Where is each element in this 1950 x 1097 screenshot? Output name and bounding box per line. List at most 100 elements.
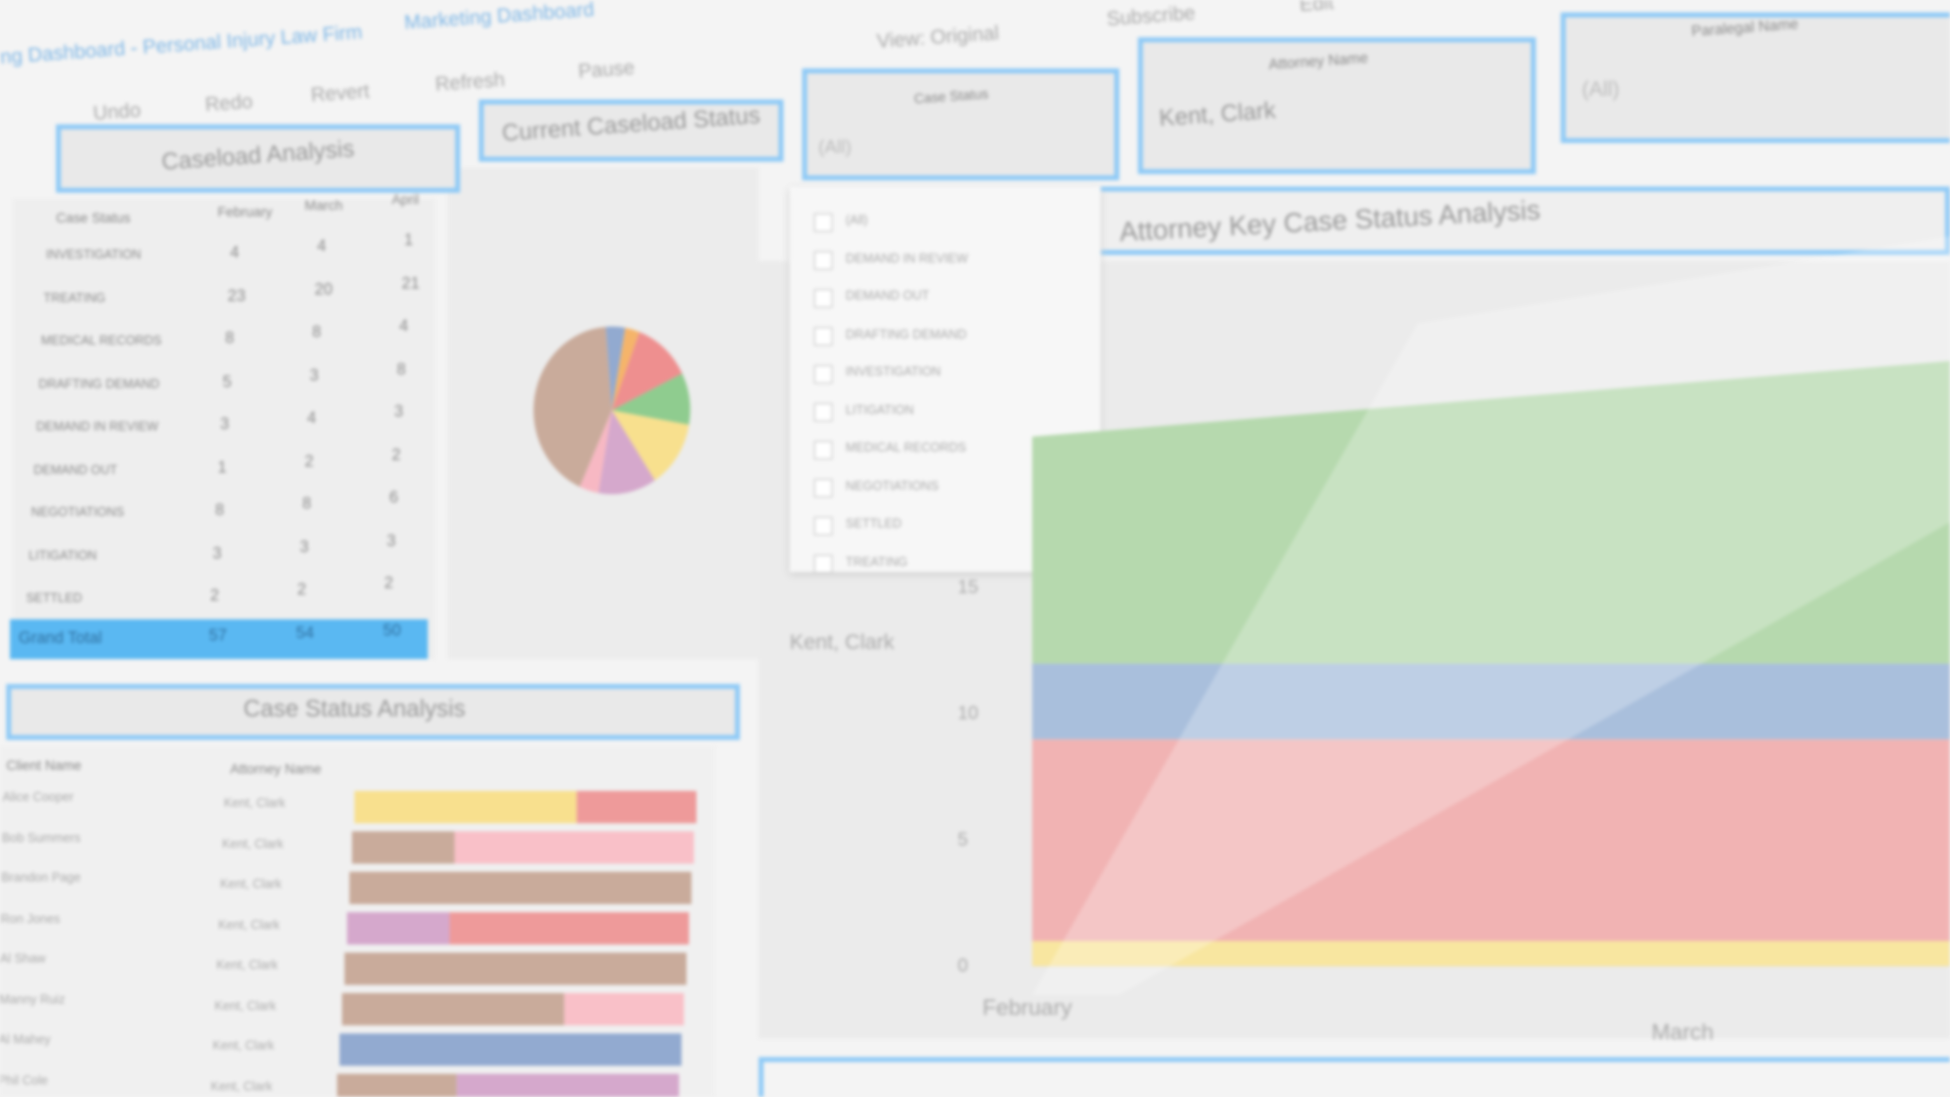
dropdown-option[interactable]: (All) <box>845 213 868 228</box>
attorney-name: Kent, Clark <box>212 1039 275 1054</box>
table-cell: 3 <box>386 530 396 550</box>
bar-segment <box>337 1073 457 1097</box>
toolbar-button[interactable]: Edit <box>1298 0 1335 17</box>
client-name: Manny Ruiz <box>0 993 66 1007</box>
table-cell: 3 <box>394 401 404 421</box>
table-cell: 6 <box>389 487 399 507</box>
bottom-panel <box>758 1057 1950 1097</box>
attorney-name: Kent, Clark <box>218 918 280 933</box>
table-cell: 8 <box>312 322 322 341</box>
client-name: Ron Jones <box>0 912 61 926</box>
stacked-area <box>1032 941 1950 967</box>
pie-slice <box>605 326 626 411</box>
dropdown-option[interactable]: LITIGATION <box>845 403 914 418</box>
table-cell: 4 <box>317 236 327 255</box>
table-cell: TREATING <box>43 291 106 306</box>
dropdown-option[interactable]: DRAFTING DEMAND <box>845 327 967 342</box>
filter-value[interactable]: (All) <box>1581 77 1620 101</box>
checkbox <box>813 251 833 270</box>
column-header: February <box>217 205 273 221</box>
dropdown-option[interactable]: MEDICAL RECORDS <box>845 441 967 456</box>
table-cell: 8 <box>215 499 225 519</box>
pie-slice <box>598 410 655 495</box>
bar-segment <box>351 831 455 864</box>
column-header: Case Status <box>55 211 131 227</box>
stacked-area <box>1032 739 1950 942</box>
table-cell: 3 <box>220 414 230 433</box>
attorney-name: Kent, Clark <box>220 877 282 892</box>
dropdown-option[interactable]: INVESTIGATION <box>845 365 941 380</box>
table-cell: DEMAND IN REVIEW <box>36 420 159 435</box>
table-cell: LITIGATION <box>28 549 97 563</box>
total-cell: Grand Total <box>18 628 102 647</box>
table-panel <box>12 198 436 660</box>
toolbar-button[interactable]: Undo <box>92 100 142 125</box>
toolbar-button[interactable]: Revert <box>310 81 371 107</box>
bar-segment <box>339 1033 682 1066</box>
toolbar-button[interactable]: Redo <box>204 91 254 117</box>
dropdown-option[interactable]: DEMAND IN REVIEW <box>845 251 968 266</box>
stacked-area <box>1032 663 1950 740</box>
table-cell: 1 <box>217 457 227 476</box>
bar-segment <box>564 993 684 1026</box>
filter-value[interactable]: (All) <box>818 136 852 158</box>
table-cell: 4 <box>230 242 240 262</box>
attorney-name: Kent, Clark <box>210 1080 273 1094</box>
column-header: Attorney Name <box>230 762 322 778</box>
bar-segment <box>346 912 450 945</box>
checkbox <box>813 213 833 232</box>
paralegal-filter <box>1560 12 1950 144</box>
client-name: Brandon Page <box>1 871 81 886</box>
checkbox <box>813 402 833 422</box>
case-status-filter <box>802 68 1120 181</box>
stacked-area <box>1032 360 1950 664</box>
pie-slice <box>611 327 640 411</box>
bar-segment <box>454 831 694 864</box>
table-cell: NEGOTIATIONS <box>31 506 125 520</box>
bar-segment <box>449 912 689 945</box>
pie-title <box>478 99 784 162</box>
dropdown-option[interactable]: TREATING <box>845 555 908 569</box>
toolbar-button[interactable]: Pause <box>577 57 636 83</box>
client-name: Phil Cole <box>0 1073 48 1088</box>
bar-segment <box>341 993 565 1026</box>
row-label: Kent, Clark <box>789 630 895 655</box>
table-cell: 4 <box>307 407 317 427</box>
pie-slice <box>611 373 691 425</box>
dropdown-option[interactable]: DEMAND OUT <box>845 289 930 304</box>
table-cell: DRAFTING DEMAND <box>38 377 160 392</box>
pie-slice <box>579 410 612 493</box>
caseload-title <box>55 124 461 193</box>
table-cell: 1 <box>404 230 414 249</box>
table-cell: 2 <box>304 450 314 470</box>
table-cell: 3 <box>309 364 319 384</box>
checkbox <box>813 440 833 460</box>
table-cell: 3 <box>299 536 309 556</box>
table-cell: 21 <box>401 272 420 292</box>
table-cell: 2 <box>210 585 220 605</box>
table-cell: 20 <box>314 279 333 298</box>
checkbox <box>813 554 833 574</box>
glare <box>1032 236 1950 995</box>
column-header: March <box>304 198 343 214</box>
y-tick-label: 5 <box>957 828 968 851</box>
column-header: Client Name <box>6 758 82 774</box>
dropdown-option[interactable]: NEGOTIATIONS <box>845 479 939 494</box>
table-cell: 2 <box>384 573 394 592</box>
table-cell: 2 <box>391 444 401 464</box>
dropdown-option[interactable]: SETTLED <box>845 517 902 532</box>
table-cell: 5 <box>222 371 232 390</box>
client-name: Bob Summers <box>1 831 81 846</box>
bar-segment <box>576 790 697 824</box>
y-tick-label: 0 <box>957 955 968 977</box>
table-cell: 8 <box>302 493 312 513</box>
bar-segment <box>344 952 687 985</box>
checkbox <box>813 327 833 346</box>
client-name: Al Mahey <box>0 1033 51 1048</box>
grand-total-row <box>9 619 428 660</box>
pie-slice <box>611 410 690 481</box>
checkbox <box>813 364 833 384</box>
checkbox <box>813 478 833 498</box>
table-cell: MEDICAL RECORDS <box>41 334 162 349</box>
